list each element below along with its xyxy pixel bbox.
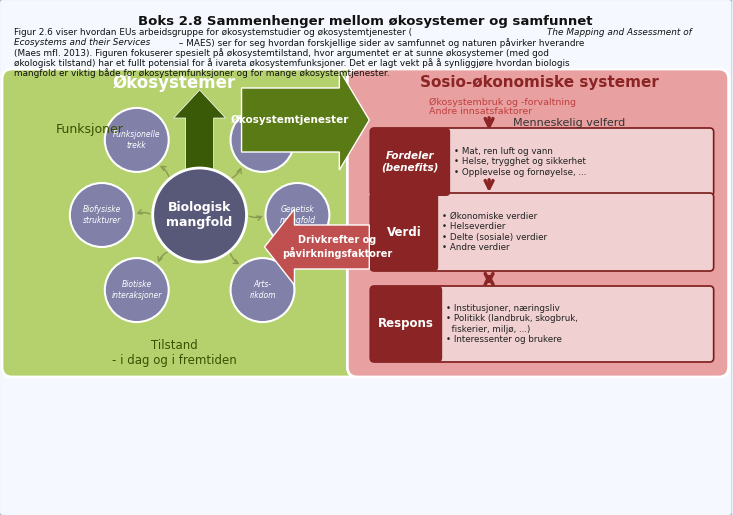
Circle shape <box>105 258 169 322</box>
Circle shape <box>105 108 169 172</box>
Text: Biologisk
mangfold: Biologisk mangfold <box>166 201 233 229</box>
Text: Økosystemtjenester: Økosystemtjenester <box>232 115 350 125</box>
Text: Verdi: Verdi <box>387 226 421 238</box>
FancyBboxPatch shape <box>370 128 450 196</box>
Text: The Mapping and Assessment of: The Mapping and Assessment of <box>547 28 692 37</box>
Text: Økosystemer: Økosystemer <box>113 74 236 92</box>
Text: Funksjoner: Funksjoner <box>56 124 124 136</box>
Text: mangfold er viktig både for økosystemfunksjoner og for mange økosystemtjenester.: mangfold er viktig både for økosystemfun… <box>14 68 389 78</box>
Circle shape <box>265 183 329 247</box>
Text: Ecosystems and their Services: Ecosystems and their Services <box>14 38 150 47</box>
FancyBboxPatch shape <box>370 193 714 271</box>
Text: Drivkrefter og
påvirkningsfaktorer: Drivkrefter og påvirkningsfaktorer <box>281 235 392 259</box>
FancyBboxPatch shape <box>370 286 714 362</box>
Text: Biotiske
interaksjoner: Biotiske interaksjoner <box>111 280 162 300</box>
Text: Respons: Respons <box>378 318 434 331</box>
Text: Arts-
rikdom: Arts- rikdom <box>249 280 276 300</box>
FancyBboxPatch shape <box>370 128 714 196</box>
Text: (Maes mfl. 2013). Figuren fokuserer spesielt på økosystemtilstand, hvor argument: (Maes mfl. 2013). Figuren fokuserer spes… <box>14 48 549 58</box>
Polygon shape <box>242 70 369 170</box>
Text: Fordeler
(benefits): Fordeler (benefits) <box>382 151 439 173</box>
Text: Økosystembruk og -forvaltning: Økosystembruk og -forvaltning <box>430 97 576 107</box>
Circle shape <box>231 108 295 172</box>
FancyBboxPatch shape <box>370 193 438 271</box>
Text: Genetisk
mangfold: Genetisk mangfold <box>279 205 315 225</box>
Text: • Mat, ren luft og vann
• Helse, trygghet og sikkerhet
• Opplevelse og fornøyels: • Mat, ren luft og vann • Helse, trygghe… <box>454 147 586 177</box>
Text: – MAES) ser for seg hvordan forskjellige sider av samfunnet og naturen påvirker : – MAES) ser for seg hvordan forskjellige… <box>176 38 584 48</box>
Text: • Økonomiske verdier
• Helseverdier
• Delte (sosiale) verdier
• Andre verdier: • Økonomiske verdier • Helseverdier • De… <box>442 212 548 252</box>
Text: Tilstand
- i dag og i fremtiden: Tilstand - i dag og i fremtiden <box>112 339 237 367</box>
Polygon shape <box>265 209 369 285</box>
Text: Biofysiske
strukturer: Biofysiske strukturer <box>83 205 121 225</box>
FancyBboxPatch shape <box>2 69 356 377</box>
Text: Funksjonelle
trekk: Funksjonelle trekk <box>113 130 161 150</box>
Text: Figur 2.6 viser hvordan EUs arbeidsgruppe for økosystemstudier og økosystemtjene: Figur 2.6 viser hvordan EUs arbeidsgrupp… <box>14 28 412 37</box>
Text: Menneskelig velferd: Menneskelig velferd <box>513 118 625 128</box>
Text: Boks 2.8 Sammenhenger mellom økosystemer og samfunnet: Boks 2.8 Sammenhenger mellom økosystemer… <box>138 15 592 28</box>
FancyBboxPatch shape <box>370 286 442 362</box>
Text: • Institusjoner, næringsliv
• Politikk (landbruk, skogbruk,
  fiskerier, miljø, : • Institusjoner, næringsliv • Politikk (… <box>446 304 578 344</box>
Text: Andre innsatsfaktorer: Andre innsatsfaktorer <box>430 108 532 116</box>
Circle shape <box>70 183 133 247</box>
Text: økologisk tilstand) har et fullt potensial for å ivareta økosystemfunksjoner. De: økologisk tilstand) har et fullt potensi… <box>14 58 570 68</box>
Circle shape <box>152 168 246 262</box>
Polygon shape <box>174 90 226 257</box>
Text: Økologiske
prosesser: Økologiske prosesser <box>242 130 284 150</box>
Text: Sosio-økonomiske systemer: Sosio-økonomiske systemer <box>419 76 658 91</box>
FancyBboxPatch shape <box>347 69 729 377</box>
Circle shape <box>231 258 295 322</box>
